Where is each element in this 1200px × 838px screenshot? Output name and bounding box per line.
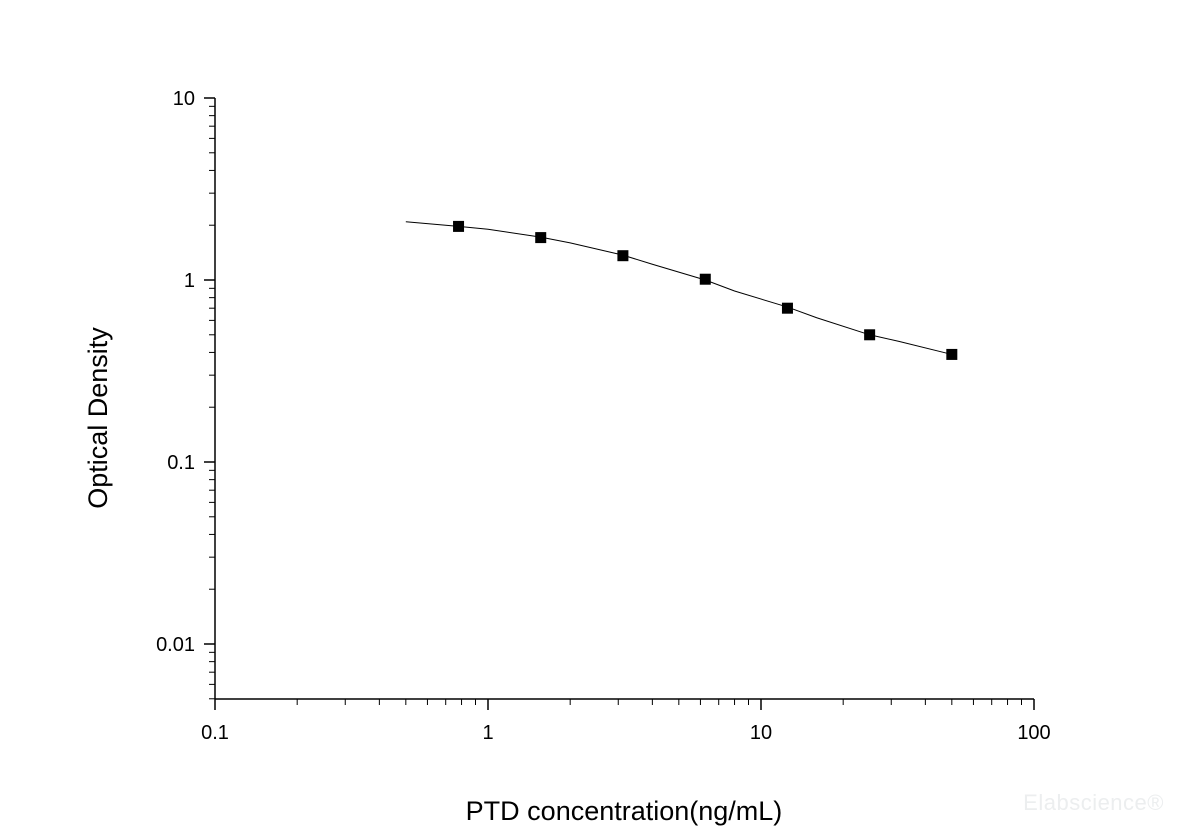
data-point [946, 348, 958, 360]
data-points [453, 220, 958, 360]
data-point [453, 220, 465, 232]
data-point [699, 273, 711, 285]
x-tick-label: 1 [482, 722, 493, 744]
tick-labels: 0.1 1 10 100 0.01 0.1 1 10 [156, 88, 1051, 744]
y-tick-label: 0.01 [156, 634, 195, 656]
x-tick-label: 0.1 [201, 722, 229, 744]
ticks [204, 97, 1035, 710]
y-tick-label: 0.1 [167, 452, 195, 474]
watermark-logo: Elabscience® [1023, 790, 1164, 815]
y-axis-title: Optical Density [83, 327, 113, 509]
data-point [617, 250, 629, 262]
fit-curve [405, 221, 952, 355]
data-point [535, 232, 547, 244]
axes [214, 98, 1034, 700]
x-axis-title: PTD concentration(ng/mL) [466, 796, 783, 826]
data-point [781, 302, 793, 314]
data-point [864, 329, 876, 341]
y-tick-label: 10 [173, 88, 195, 110]
y-tick-label: 1 [184, 270, 195, 292]
x-tick-label: 10 [750, 722, 772, 744]
x-tick-label: 100 [1017, 722, 1050, 744]
